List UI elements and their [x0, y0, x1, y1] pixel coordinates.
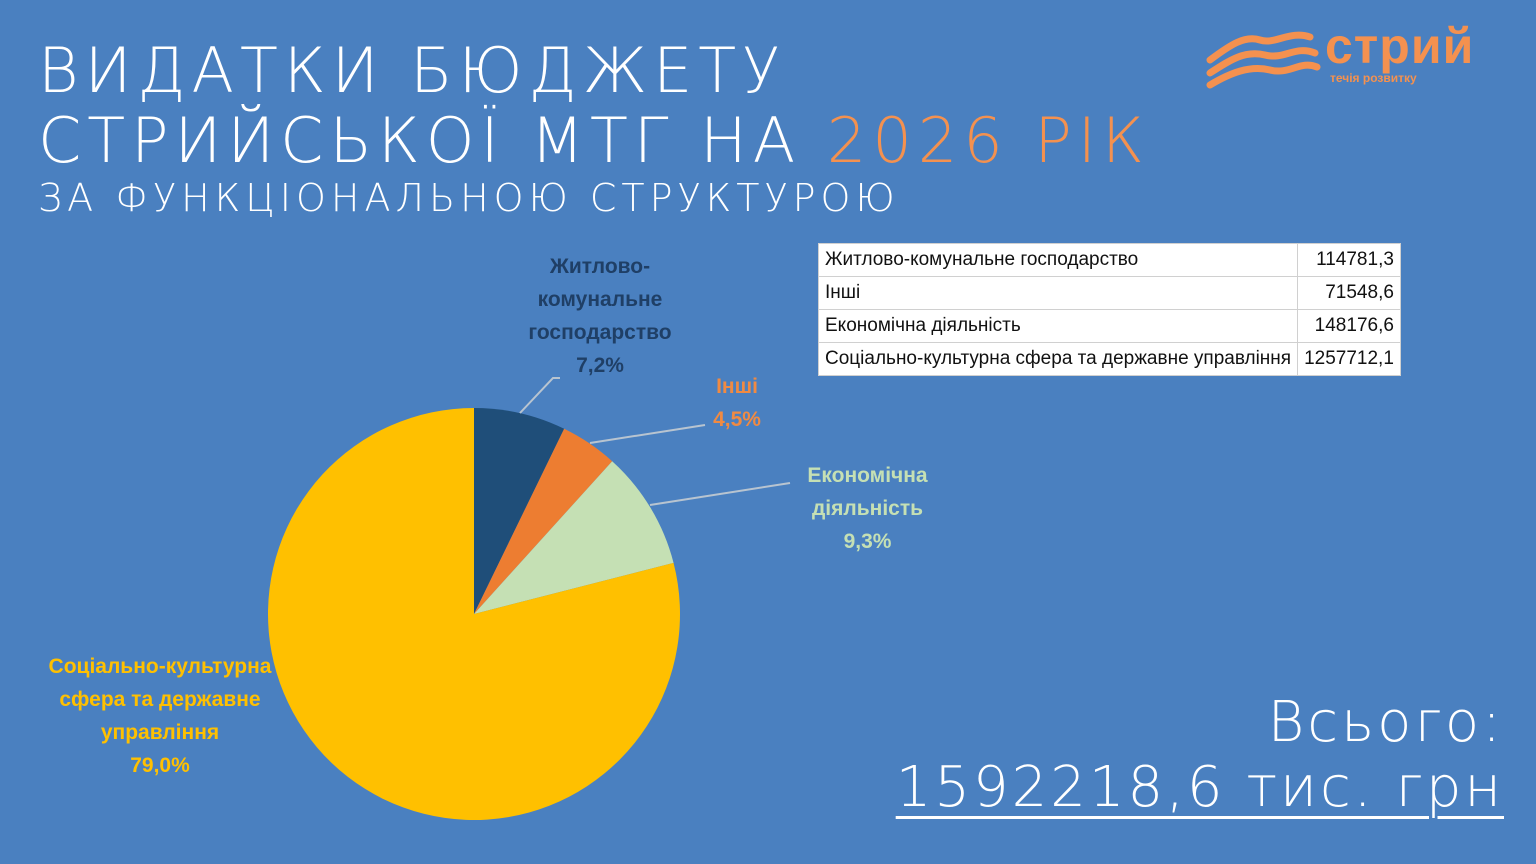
- label-percent: 9,3%: [843, 530, 892, 553]
- table-row: Житлово-комунальне господарство 114781,3: [817, 243, 1401, 277]
- title-line-1: ВИДАТКИ БЮДЖЕТУ: [38, 34, 786, 107]
- table-cell: 1257712,1: [1297, 342, 1401, 376]
- table-cell: 71548,6: [1297, 276, 1401, 310]
- logo: стрий течія розвитку: [1205, 15, 1525, 95]
- logo-tagline: течія розвитку: [1330, 71, 1417, 85]
- leader-line: [589, 424, 706, 444]
- pie-slice-0: [474, 408, 565, 614]
- total: Всього: 1592218,6 тис. грн: [896, 690, 1504, 820]
- pie-slice-2: [474, 461, 674, 614]
- title-text: СТРИЙСЬКОЇ МТГ НА: [38, 104, 827, 177]
- waves-logo-icon: [1206, 31, 1321, 89]
- label-other: Інші 4,5%: [697, 370, 777, 436]
- table-row: Соціально-культурна сфера та державне уп…: [817, 342, 1401, 376]
- table-row: Інші 71548,6: [817, 276, 1401, 310]
- title-year: 2026 РІК: [826, 104, 1150, 177]
- table-cell: 114781,3: [1297, 243, 1401, 277]
- label-percent: 7,2%: [576, 354, 624, 377]
- pie-slice-1: [474, 428, 613, 614]
- leader-line: [649, 482, 791, 506]
- label-name: Інші: [716, 375, 758, 398]
- logo-name: стрий: [1325, 18, 1475, 74]
- total-label: Всього:: [1267, 690, 1504, 755]
- label-name: Економічна діяльність: [807, 464, 928, 520]
- table-cell: Соціально-культурна сфера та державне уп…: [817, 342, 1299, 376]
- pie-slice-3: [268, 408, 680, 820]
- title-line-2: СТРИЙСЬКОЇ МТГ НА 2026 РІК: [38, 104, 1150, 177]
- table-cell: Житлово-комунальне господарство: [817, 243, 1299, 277]
- table-cell: 148176,6: [1297, 309, 1401, 343]
- data-table: Житлово-комунальне господарство 114781,3 …: [817, 243, 1401, 376]
- label-percent: 4,5%: [713, 408, 761, 431]
- label-name: Житлово-комунальне господарство: [528, 255, 672, 344]
- leader-line: [519, 377, 560, 414]
- total-value: 1592218,6 тис. грн: [895, 755, 1504, 820]
- subtitle: ЗА ФУНКЦІОНАЛЬНОЮ СТРУКТУРОЮ: [38, 176, 900, 220]
- label-percent: 79,0%: [130, 754, 190, 777]
- table-cell: Інші: [817, 276, 1299, 310]
- label-social: Соціально-культурна сфера та державне уп…: [40, 650, 280, 782]
- label-economy: Економічна діяльність 9,3%: [790, 459, 945, 558]
- label-name: Соціально-культурна сфера та державне уп…: [48, 655, 272, 744]
- label-housing: Житлово-комунальне господарство 7,2%: [505, 250, 695, 382]
